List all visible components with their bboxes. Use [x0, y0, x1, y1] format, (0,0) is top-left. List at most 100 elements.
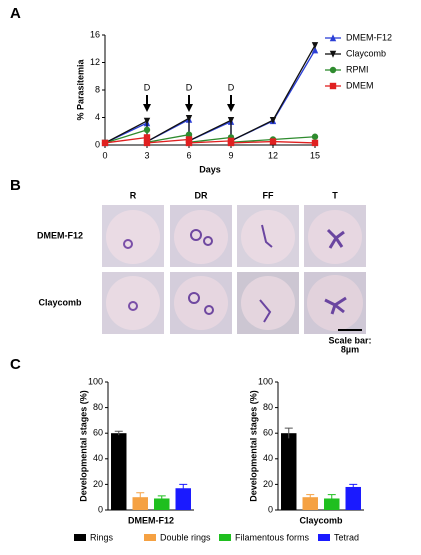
y-tick-label: 40	[263, 453, 273, 463]
x-axis-label: Days	[199, 164, 221, 174]
annotation: D	[144, 82, 151, 92]
marker	[269, 138, 277, 145]
marker	[269, 117, 277, 124]
error-bar	[349, 483, 358, 490]
error-bar	[114, 430, 123, 436]
y-tick-label: 0	[95, 139, 100, 149]
legend-label: Double rings	[160, 532, 211, 542]
panel-label: C	[10, 356, 21, 373]
bar	[111, 433, 127, 510]
x-tick-label: 0	[102, 150, 107, 160]
marker	[185, 136, 193, 143]
y-tick-label: 60	[263, 428, 273, 438]
legend-label: RPMI	[346, 64, 369, 74]
error-bar	[306, 494, 315, 500]
marker	[185, 131, 193, 138]
micrograph	[237, 205, 299, 267]
y-tick-label: 8	[95, 84, 100, 94]
micrograph	[237, 272, 299, 334]
y-tick-label: 0	[98, 504, 103, 514]
y-tick-label: 12	[90, 57, 100, 67]
arrow-head	[143, 104, 151, 112]
x-axis-label: DMEM-F12	[128, 515, 174, 525]
column-label: R	[130, 190, 137, 200]
y-tick-label: 80	[263, 402, 273, 412]
column-label: DR	[195, 190, 208, 200]
bar	[175, 488, 191, 510]
series-line	[104, 49, 316, 144]
legend-label: Rings	[90, 532, 114, 542]
legend-label: Filamentous forms	[235, 532, 310, 542]
marker	[329, 82, 337, 90]
scale-label: Scale bar:	[328, 335, 371, 345]
error-bar	[179, 483, 188, 493]
bar	[281, 433, 297, 510]
micrograph	[170, 272, 232, 334]
marker	[311, 139, 319, 147]
x-tick-label: 15	[310, 150, 320, 160]
annotation: D	[228, 82, 235, 92]
y-tick-label: 20	[263, 479, 273, 489]
y-axis-label: Developmental stages (%)	[78, 390, 88, 502]
legend-label: DMEM	[346, 80, 374, 90]
y-tick-label: 0	[268, 504, 273, 514]
marker	[143, 117, 151, 125]
panel-label: A	[10, 5, 21, 22]
marker	[329, 50, 337, 58]
error-bar	[136, 492, 145, 502]
legend-swatch	[74, 534, 86, 541]
bar	[302, 497, 318, 510]
legend-label: DMEM-F12	[346, 32, 392, 42]
y-tick-label: 100	[258, 376, 273, 386]
x-axis-label: Claycomb	[299, 515, 343, 525]
micrograph	[170, 205, 232, 267]
arrow-head	[185, 104, 193, 112]
marker	[101, 139, 109, 147]
marker	[311, 133, 319, 140]
legend-label: Claycomb	[346, 48, 386, 58]
marker	[143, 126, 151, 134]
column-label: T	[332, 190, 338, 200]
x-tick-label: 12	[268, 150, 278, 160]
marker	[185, 139, 193, 147]
marker	[185, 114, 193, 122]
y-axis-label: Developmental stages (%)	[248, 390, 258, 502]
marker	[311, 46, 319, 54]
micrograph	[102, 272, 164, 334]
arrow-head	[227, 104, 235, 112]
marker	[143, 139, 151, 147]
micrograph	[304, 272, 366, 334]
row-label: Claycomb	[38, 297, 82, 307]
y-tick-label: 16	[90, 29, 100, 39]
legend-label: Tetrad	[334, 532, 359, 542]
marker	[227, 139, 235, 147]
marker	[227, 117, 235, 124]
y-tick-label: 80	[93, 402, 103, 412]
panel-label: B	[10, 177, 21, 194]
y-tick-label: 4	[95, 112, 100, 122]
annotation: D	[186, 82, 193, 92]
y-tick-label: 40	[93, 453, 103, 463]
micrograph	[102, 205, 164, 267]
error-bar	[284, 427, 293, 439]
bar	[345, 486, 361, 510]
micrograph-grid	[102, 205, 366, 334]
marker	[329, 34, 337, 42]
bar	[132, 497, 148, 510]
x-tick-label: 3	[144, 150, 149, 160]
row-label: DMEM-F12	[37, 230, 83, 240]
x-tick-label: 6	[186, 150, 191, 160]
legend-swatch	[144, 534, 156, 541]
bar	[324, 498, 340, 510]
y-tick-label: 20	[93, 479, 103, 489]
y-tick-label: 60	[93, 428, 103, 438]
bar	[154, 498, 170, 510]
y-axis-label: % Parasitemia	[75, 58, 85, 120]
x-tick-label: 9	[228, 150, 233, 160]
scale-label: 8µm	[341, 344, 359, 354]
marker	[329, 66, 337, 74]
legend-swatch	[318, 534, 330, 541]
column-label: FF	[263, 190, 274, 200]
error-bar	[327, 494, 336, 503]
